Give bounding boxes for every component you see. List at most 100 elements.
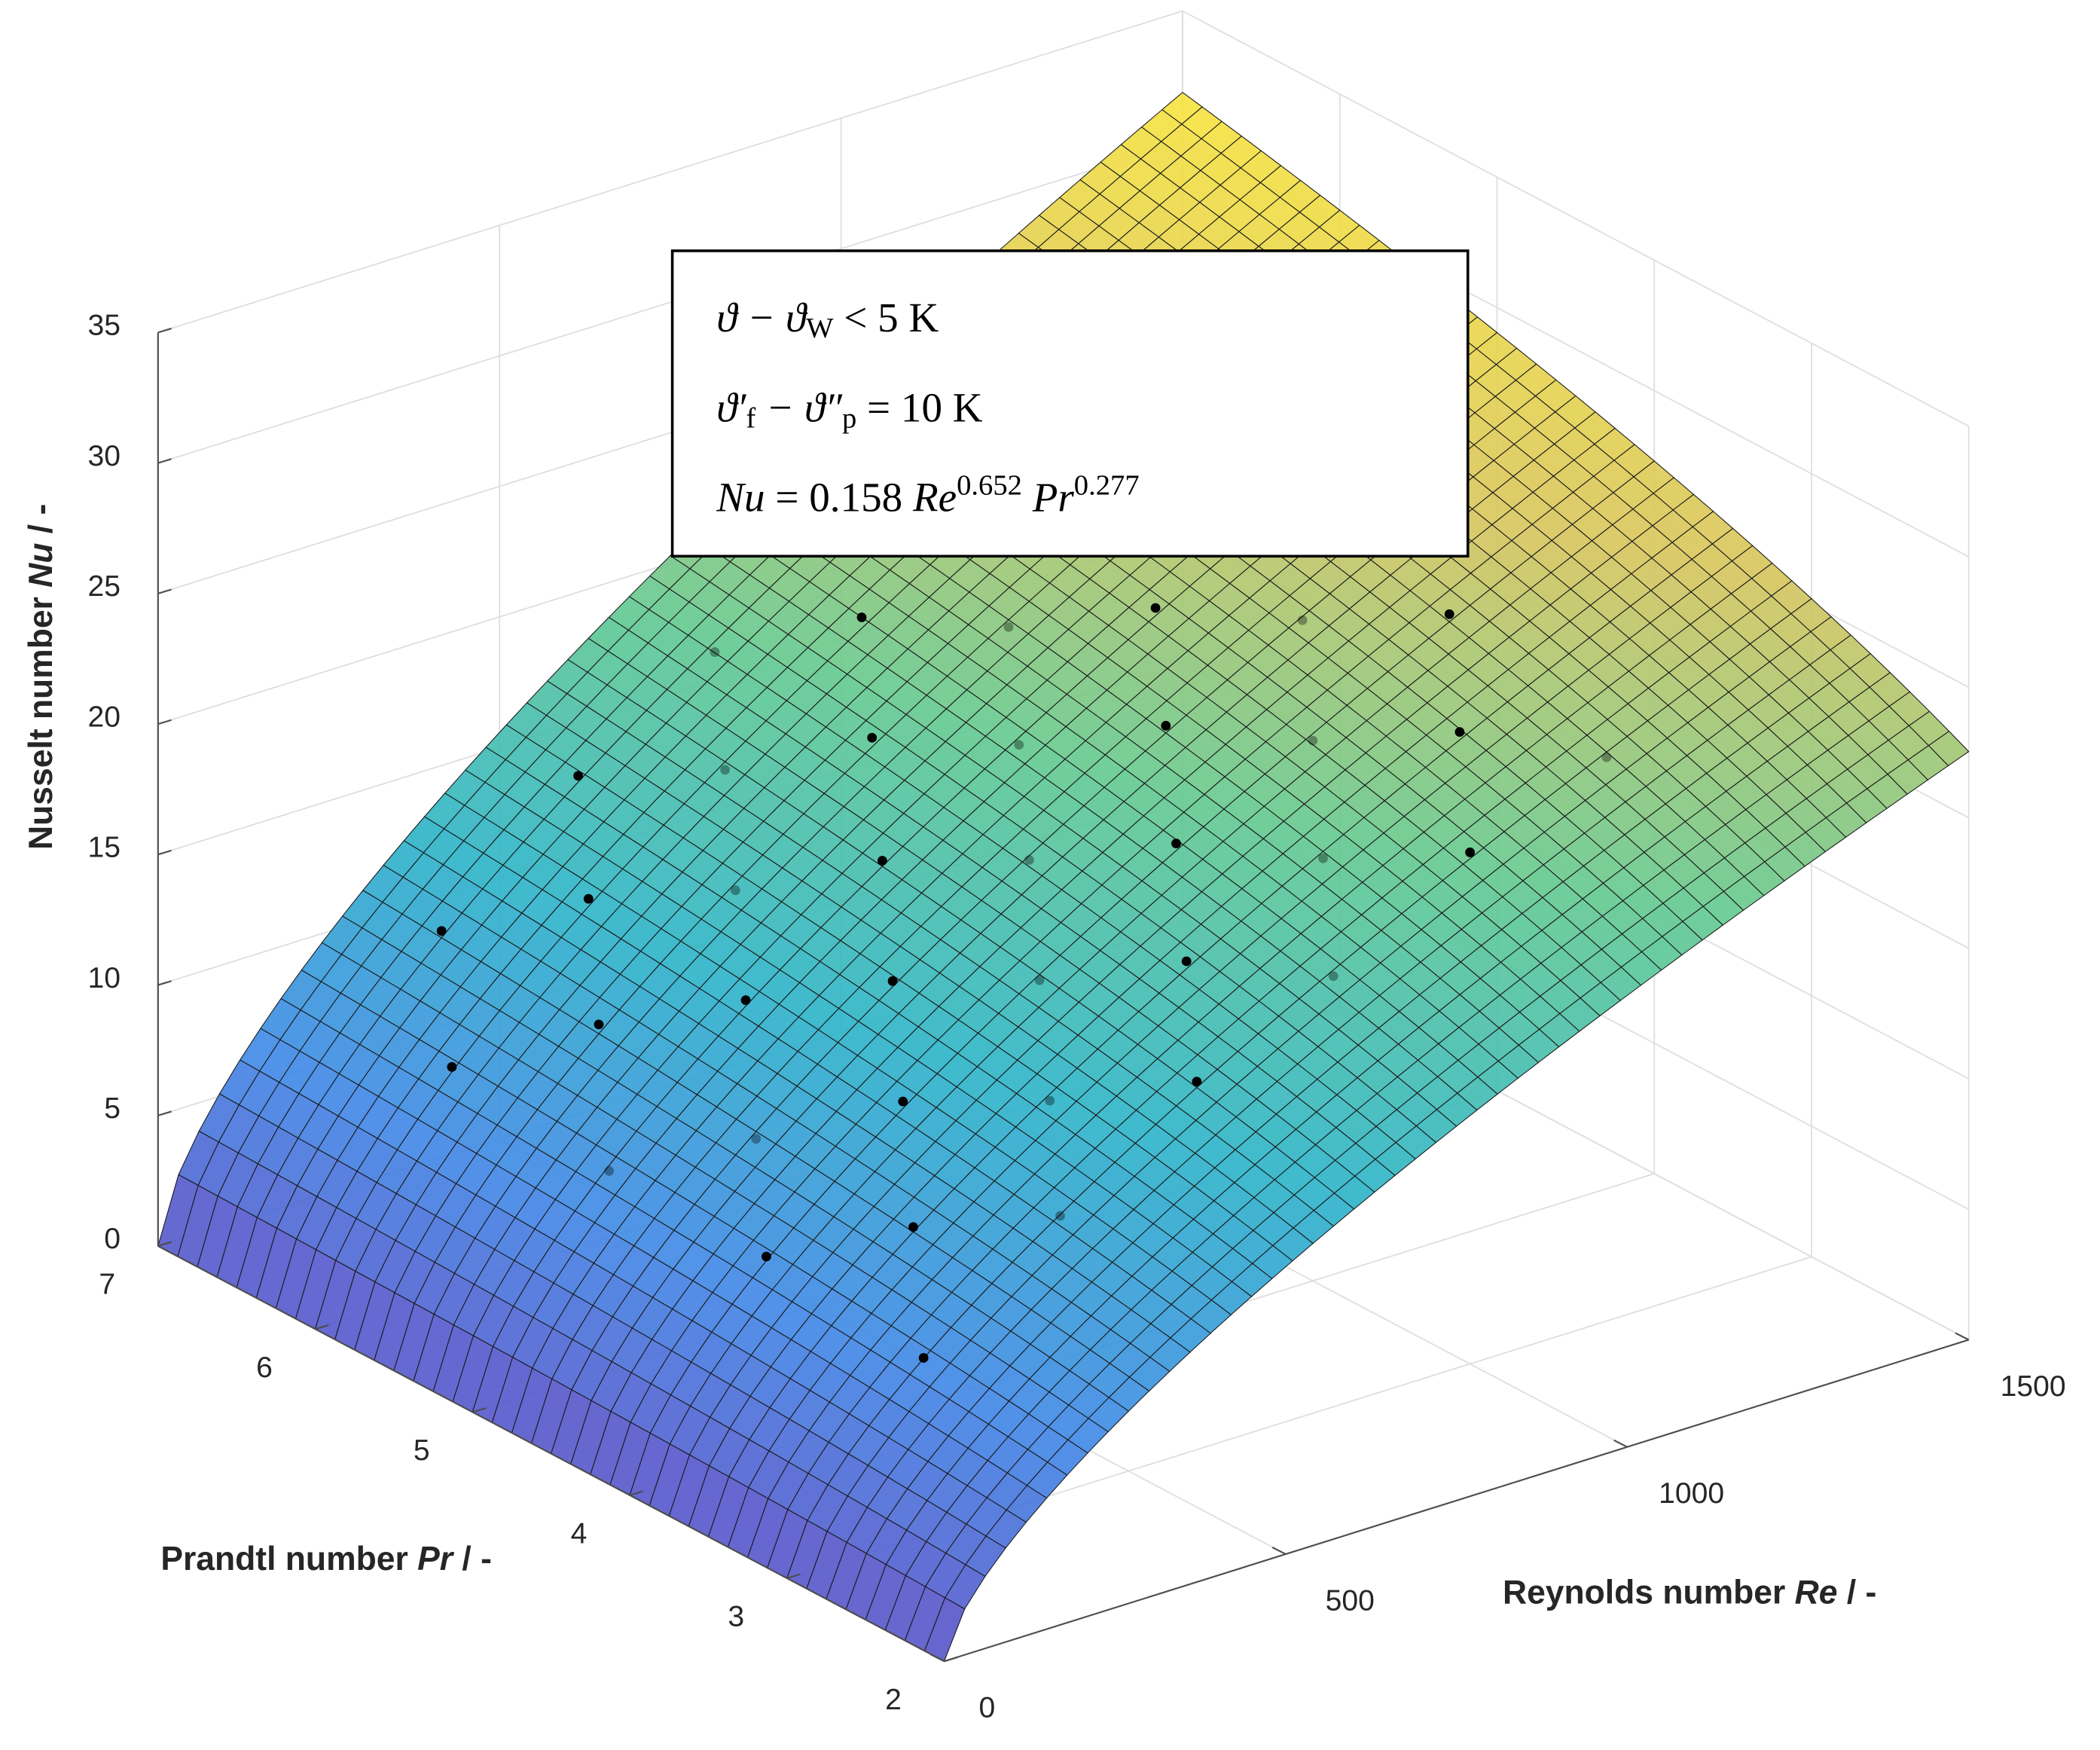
data-point (594, 1019, 604, 1030)
text-part: Pr (417, 1541, 455, 1577)
data-point (1055, 1211, 1065, 1221)
text-part: / - (453, 1541, 492, 1577)
annotation: Nu = 0.158 Re0.652 Pr0.277 (716, 470, 1139, 520)
grid-line (1182, 10, 1970, 427)
data-point (918, 1353, 929, 1363)
data-point (447, 1061, 457, 1072)
surface (157, 91, 1970, 1662)
grid-line (157, 10, 1183, 334)
data-point (710, 647, 720, 657)
text-part: p (842, 402, 856, 434)
data-point (1024, 855, 1034, 865)
text-part: = 10 K (856, 384, 983, 430)
text-part: − ϑ″ (755, 384, 843, 430)
y-tick-label: 4 (571, 1517, 588, 1550)
z-tick-label: 0 (104, 1223, 121, 1255)
data-point (1444, 609, 1454, 619)
y-tick (944, 1656, 958, 1663)
y-tick-label: 2 (885, 1684, 902, 1716)
y-tick (786, 1573, 801, 1580)
y-axis (157, 1245, 945, 1663)
text-part: = (765, 474, 810, 520)
data-point (604, 1165, 615, 1176)
x-tick (1613, 1439, 1628, 1448)
data-point (908, 1222, 918, 1232)
data-point (762, 1251, 771, 1262)
x-tick-label: 1500 (2001, 1370, 2066, 1403)
z-tick-label: 25 (88, 570, 121, 603)
data-point (867, 732, 878, 743)
data-point (573, 771, 583, 781)
z-tick (157, 719, 172, 725)
data-point (1601, 752, 1612, 762)
data-point (730, 885, 740, 896)
annotation-box (670, 249, 1470, 558)
z-tick-label: 20 (88, 701, 121, 733)
data-point (720, 765, 731, 775)
data-point (583, 893, 594, 904)
text-part: ϑ′ (716, 384, 746, 430)
data-point (436, 926, 447, 936)
y-axis-label: Prandtl number Pr / - (160, 1541, 492, 1577)
data-point (856, 612, 867, 622)
x-tick-label: 0 (979, 1692, 996, 1724)
x-axis (944, 1339, 1970, 1663)
data-point (1045, 1095, 1055, 1106)
data-point (1003, 622, 1014, 632)
text-part: 0.277 (1074, 470, 1140, 502)
text-part: W (806, 313, 834, 344)
text-part: Reynolds number (1503, 1574, 1795, 1611)
x-tick (930, 1654, 945, 1663)
z-tick-label: 15 (88, 832, 121, 864)
z-tick-label: 35 (88, 310, 121, 342)
x-tick (1271, 1547, 1287, 1555)
y-tick (315, 1324, 329, 1330)
y-tick-label: 3 (728, 1601, 744, 1633)
data-point (877, 856, 887, 866)
axes: 0 5 10 15 20 25 30 35 2 3 4 5 6 7 0 500 1000 1500 (88, 310, 2066, 1724)
z-tick (157, 458, 172, 464)
text-part: / - (23, 504, 60, 543)
annotation: ϑ − ϑW < 5 K (716, 295, 939, 344)
data-point (1318, 853, 1328, 863)
data-point (887, 976, 898, 986)
annotation: ϑ′f − ϑ″p = 10 K (716, 384, 983, 434)
text-part: Nusselt number (23, 588, 60, 850)
data-point (751, 1134, 762, 1144)
z-axis-label: Nusselt number Nu / - (23, 504, 60, 850)
annotations: ϑ − ϑW < 5 K ϑ′f − ϑ″p = 10 K Nu = 0.158 R… (716, 295, 1139, 520)
text-part: Re (902, 474, 957, 520)
z-tick (157, 588, 172, 594)
z-tick (157, 849, 172, 856)
data-point (740, 995, 751, 1006)
grid-line (157, 141, 1183, 464)
data-point (898, 1096, 908, 1107)
z-tick (157, 328, 172, 334)
text-part: ϑ − ϑ (716, 295, 808, 341)
y-tick (472, 1407, 487, 1413)
z-tick (157, 980, 172, 986)
data-point (1454, 727, 1465, 738)
data-point (1308, 735, 1318, 746)
z-tick-label: 10 (88, 962, 121, 994)
data-point (1171, 838, 1181, 849)
text-part: 0.652 (957, 470, 1022, 502)
y-tick-label: 6 (256, 1351, 273, 1384)
data-point (1192, 1077, 1202, 1087)
data-point (1034, 975, 1045, 985)
z-tick-label: 5 (104, 1092, 121, 1125)
data-point (1328, 971, 1338, 982)
text-part: f (746, 402, 755, 434)
data-point (1161, 720, 1171, 731)
text-part: Nu (23, 543, 60, 588)
text-part: Re (1795, 1574, 1838, 1611)
z-tick (157, 1110, 172, 1116)
x-tick-label: 1000 (1659, 1477, 1724, 1510)
y-tick-label: 5 (414, 1434, 430, 1467)
x-axis-label: Reynolds number Re / - (1503, 1574, 1876, 1611)
text-part: Nu (716, 474, 765, 520)
text-part: < 5 K (834, 295, 939, 341)
text-part: Prandtl number (160, 1541, 417, 1577)
